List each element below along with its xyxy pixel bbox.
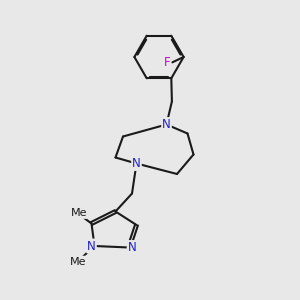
Text: N: N xyxy=(132,157,141,170)
Text: N: N xyxy=(162,118,171,131)
Text: N: N xyxy=(128,241,136,254)
Text: N: N xyxy=(87,239,96,253)
Text: Me: Me xyxy=(71,208,87,218)
Text: Me: Me xyxy=(70,256,86,267)
Text: F: F xyxy=(164,56,170,69)
